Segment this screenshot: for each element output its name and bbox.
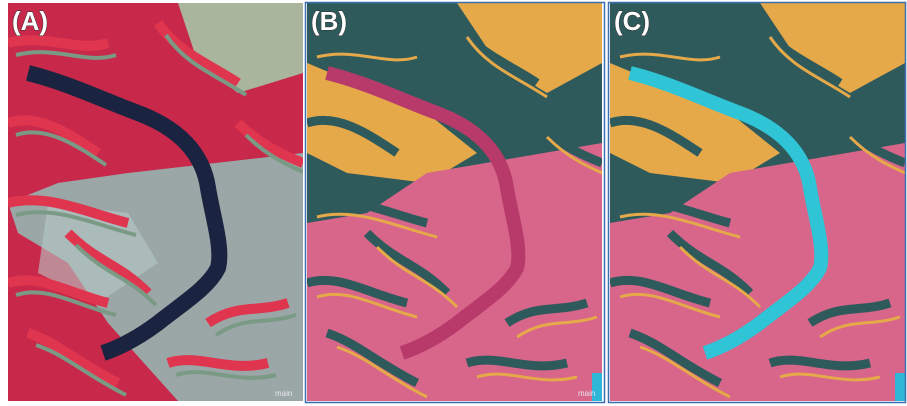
panel-c xyxy=(610,3,907,401)
panel-a xyxy=(8,3,311,401)
figure: main (A) main (B) (C) xyxy=(0,0,907,406)
watermark: main xyxy=(578,389,595,398)
panel-label: (B) xyxy=(311,6,347,36)
panel-label: (C) xyxy=(614,6,650,36)
panel-label: (A) xyxy=(12,6,48,36)
panel-b xyxy=(307,3,612,401)
watermark: main xyxy=(275,389,292,398)
